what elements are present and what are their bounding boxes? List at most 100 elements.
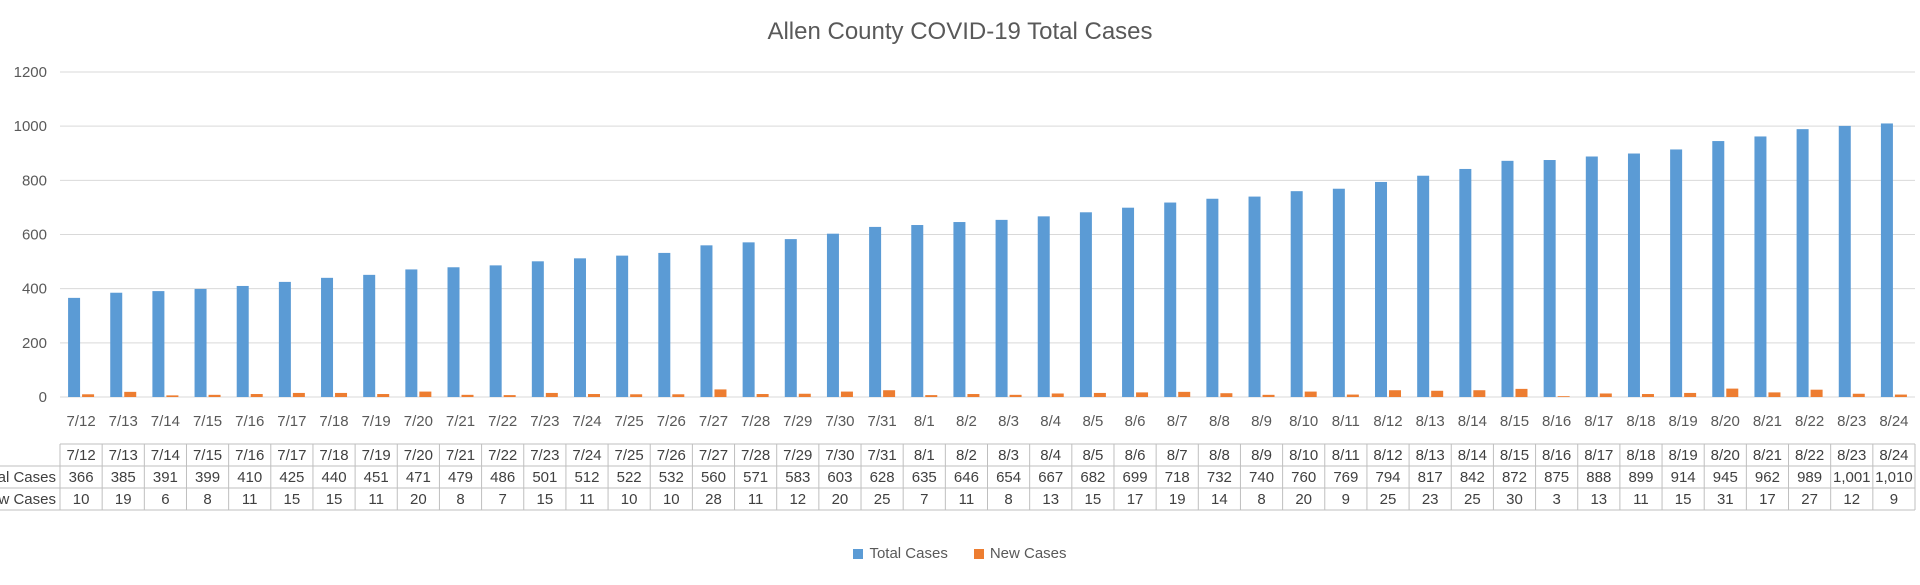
table-cell: 399 — [195, 469, 220, 486]
bar-new-cases — [1431, 390, 1444, 397]
bar-total-cases — [911, 225, 924, 397]
x-tick-label: 8/2 — [956, 413, 977, 430]
bar-total-cases — [1880, 123, 1893, 397]
x-tick-label: 7/30 — [825, 413, 854, 430]
legend-label-total-cases: Total Cases — [869, 545, 948, 562]
x-tick-label: 8/11 — [1332, 413, 1360, 430]
y-tick-label: 0 — [39, 389, 47, 406]
table-header-cell: 8/7 — [1167, 447, 1188, 464]
table-cell: 30 — [1506, 491, 1523, 508]
table-cell: 479 — [448, 469, 473, 486]
table-cell: 3 — [1552, 491, 1560, 508]
y-tick-label: 600 — [22, 227, 47, 244]
x-tick-label: 8/9 — [1251, 413, 1272, 430]
table-cell: 10 — [73, 491, 90, 508]
table-header-cell: 7/26 — [657, 447, 686, 464]
bar-new-cases — [1684, 392, 1697, 397]
table-cell: 19 — [1169, 491, 1186, 508]
table-cell: 486 — [490, 469, 515, 486]
table-cell: 17 — [1759, 491, 1776, 508]
bar-new-cases — [82, 394, 95, 397]
x-tick-label: 8/23 — [1837, 413, 1866, 430]
table-cell: 8 — [456, 491, 464, 508]
table-cell: 635 — [912, 469, 937, 486]
legend-item-new-cases: New Cases — [973, 545, 1067, 562]
x-tick-label: 7/22 — [488, 413, 517, 430]
table-cell: 13 — [1590, 491, 1607, 508]
table-cell: 410 — [237, 469, 262, 486]
bar-total-cases — [658, 252, 671, 397]
table-header-cell: 8/24 — [1879, 447, 1908, 464]
table-header-cell: 7/21 — [446, 447, 475, 464]
bar-total-cases — [742, 242, 755, 397]
x-tick-label: 8/5 — [1082, 413, 1103, 430]
table-cell: 11 — [748, 491, 764, 508]
table-cell: 25 — [1464, 491, 1481, 508]
bar-total-cases — [1417, 175, 1430, 397]
table-header-cell: 7/12 — [66, 447, 95, 464]
table-row-label: Total Cases — [0, 469, 56, 486]
table-cell: 31 — [1717, 491, 1734, 508]
table-cell: 20 — [410, 491, 427, 508]
bar-total-cases — [1501, 160, 1514, 397]
table-header-cell: 7/17 — [277, 447, 306, 464]
bar-new-cases — [208, 394, 221, 397]
table-cell: 501 — [532, 469, 557, 486]
table-header-cell: 8/20 — [1711, 447, 1740, 464]
bar-total-cases — [995, 219, 1008, 397]
x-tick-label: 7/31 — [868, 413, 897, 430]
table-header-cell: 8/22 — [1795, 447, 1824, 464]
bar-total-cases — [1122, 207, 1135, 397]
table-cell: 25 — [1380, 491, 1397, 508]
x-tick-label: 8/21 — [1753, 413, 1782, 430]
bar-new-cases — [1051, 393, 1064, 397]
table-cell: 15 — [1085, 491, 1102, 508]
x-tick-label: 8/20 — [1711, 413, 1740, 430]
table-header-cell: 8/1 — [914, 447, 935, 464]
x-tick-label: 7/24 — [572, 413, 601, 430]
table-header-cell: 8/2 — [956, 447, 977, 464]
table-cell: 366 — [69, 469, 94, 486]
bar-total-cases — [321, 277, 334, 397]
data-table: 7/12 7/13 7/14 7/15 7/16 7/17 7/18 7/19 7/20 7/21… — [0, 443, 1916, 511]
x-tick-label: 7/16 — [235, 413, 264, 430]
table-cell: 19 — [115, 491, 132, 508]
bar-total-cases — [1754, 136, 1767, 398]
table-cell: 628 — [870, 469, 895, 486]
x-tick-label: 8/4 — [1040, 413, 1061, 430]
bar-new-cases — [672, 394, 685, 397]
table-cell: 962 — [1755, 469, 1780, 486]
bar-total-cases — [1543, 160, 1556, 397]
bar-new-cases — [1389, 390, 1402, 397]
table-cell: 12 — [1843, 491, 1860, 508]
y-tick-label: 1000 — [14, 118, 47, 135]
y-tick-label: 200 — [22, 335, 47, 352]
table-cell: 583 — [785, 469, 810, 486]
table-cell: 718 — [1165, 469, 1190, 486]
table-header-cell: 8/4 — [1040, 447, 1061, 464]
bar-new-cases — [1515, 388, 1528, 397]
table-header-cell: 7/15 — [193, 447, 222, 464]
y-axis: 0 200 400 600 800 1000 1200 — [14, 64, 47, 406]
table-header-cell: 8/19 — [1669, 447, 1698, 464]
x-tick-label: 8/14 — [1458, 413, 1487, 430]
bar-total-cases — [1206, 198, 1219, 397]
table-header-cell: 7/16 — [235, 447, 264, 464]
bar-new-cases — [124, 391, 137, 397]
table-cell: 945 — [1713, 469, 1738, 486]
table-cell: 571 — [743, 469, 768, 486]
bar-new-cases — [798, 393, 811, 397]
bar-new-cases — [756, 394, 769, 397]
x-tick-label: 7/29 — [783, 413, 812, 430]
table-cell: 11 — [579, 491, 595, 508]
table-cell: 888 — [1586, 469, 1611, 486]
bar-new-cases — [587, 394, 600, 397]
bar-total-cases — [363, 274, 376, 397]
bar-new-cases — [1136, 392, 1149, 397]
y-tick-label: 1200 — [14, 64, 47, 81]
table-cell: 760 — [1291, 469, 1316, 486]
bar-total-cases — [531, 261, 544, 397]
table-header-cell: 7/13 — [109, 447, 138, 464]
x-axis: 7/12 7/13 7/14 7/15 7/16 7/17 7/18 7/19 7/20 7/21… — [66, 413, 1908, 430]
bar-total-cases — [447, 267, 460, 397]
